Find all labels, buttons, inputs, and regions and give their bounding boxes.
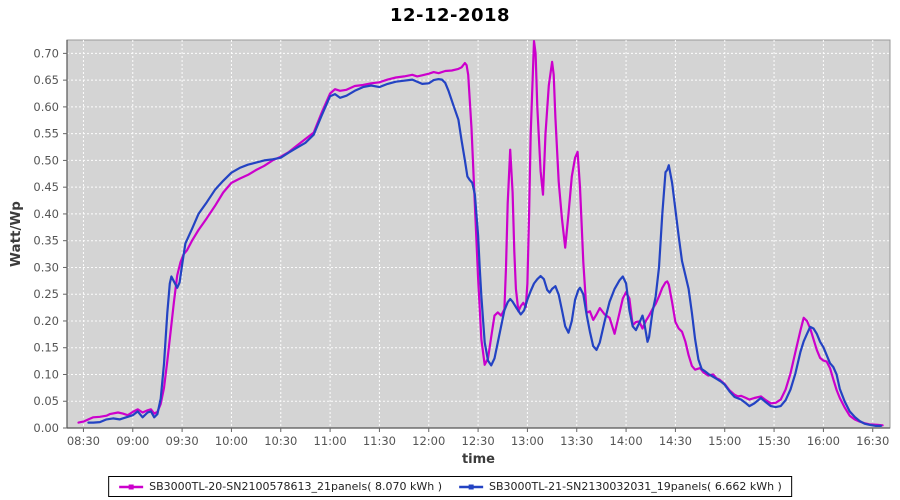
svg-text:0.50: 0.50 (33, 153, 59, 167)
svg-text:12:30: 12:30 (462, 434, 495, 448)
legend-label-series1: SB3000TL-20-SN2100578613_21panels( 8.070… (149, 480, 442, 493)
svg-text:15:30: 15:30 (757, 434, 790, 448)
svg-text:0.25: 0.25 (33, 287, 59, 301)
svg-text:13:30: 13:30 (560, 434, 593, 448)
svg-text:16:30: 16:30 (856, 434, 889, 448)
svg-text:0.35: 0.35 (33, 234, 59, 248)
svg-text:0.15: 0.15 (33, 341, 59, 355)
svg-text:11:30: 11:30 (363, 434, 396, 448)
svg-text:08:30: 08:30 (67, 434, 100, 448)
series1-line-marker-icon (119, 484, 144, 489)
svg-text:12:00: 12:00 (412, 434, 445, 448)
svg-text:0.10: 0.10 (33, 367, 59, 381)
svg-text:0.60: 0.60 (33, 100, 59, 114)
tick-marks (63, 52, 874, 432)
svg-text:10:00: 10:00 (215, 434, 248, 448)
svg-text:0.40: 0.40 (33, 207, 59, 221)
gridlines (67, 40, 890, 428)
svg-text:13:00: 13:00 (511, 434, 544, 448)
svg-text:0.65: 0.65 (33, 73, 59, 87)
svg-text:0.05: 0.05 (33, 394, 59, 408)
x-tick-labels: 08:30 09:00 09:30 10:00 10:30 11:00 11:30 12:00… (67, 434, 889, 448)
svg-text:11:00: 11:00 (314, 434, 347, 448)
svg-text:0.55: 0.55 (33, 127, 59, 141)
chart-title: 12-12-2018 (389, 5, 511, 26)
svg-text:0.20: 0.20 (33, 314, 59, 328)
svg-text:10:30: 10:30 (264, 434, 297, 448)
legend-label-series2: SB3000TL-21-SN2130032031_19panels( 6.662… (489, 480, 782, 493)
series-line-2 (87, 77, 883, 427)
legend-item-series2: SB3000TL-21-SN2130032031_19panels( 6.662… (458, 480, 782, 493)
svg-text:14:30: 14:30 (659, 434, 692, 448)
svg-text:0.70: 0.70 (33, 46, 59, 60)
series-line-1 (77, 39, 884, 427)
svg-text:0.30: 0.30 (33, 260, 59, 274)
legend: SB3000TL-20-SN2100578613_21panels( 8.070… (108, 476, 792, 497)
svg-text:09:00: 09:00 (116, 434, 149, 448)
y-axis-title: Watt/Wp (8, 201, 24, 267)
svg-text:15:00: 15:00 (708, 434, 741, 448)
y-tick-labels: 0.00 0.05 0.10 0.15 0.20 0.25 0.30 0.35 0.40 0.45… (33, 46, 59, 435)
legend-item-series1: SB3000TL-20-SN2100578613_21panels( 8.070… (118, 480, 442, 493)
svg-text:14:00: 14:00 (610, 434, 643, 448)
svg-text:09:30: 09:30 (166, 434, 199, 448)
x-axis-title: time (462, 452, 495, 467)
svg-text:0.45: 0.45 (33, 180, 59, 194)
series2-line-marker-icon (459, 484, 483, 489)
svg-text:16:00: 16:00 (807, 434, 840, 448)
svg-text:0.00: 0.00 (33, 421, 59, 435)
